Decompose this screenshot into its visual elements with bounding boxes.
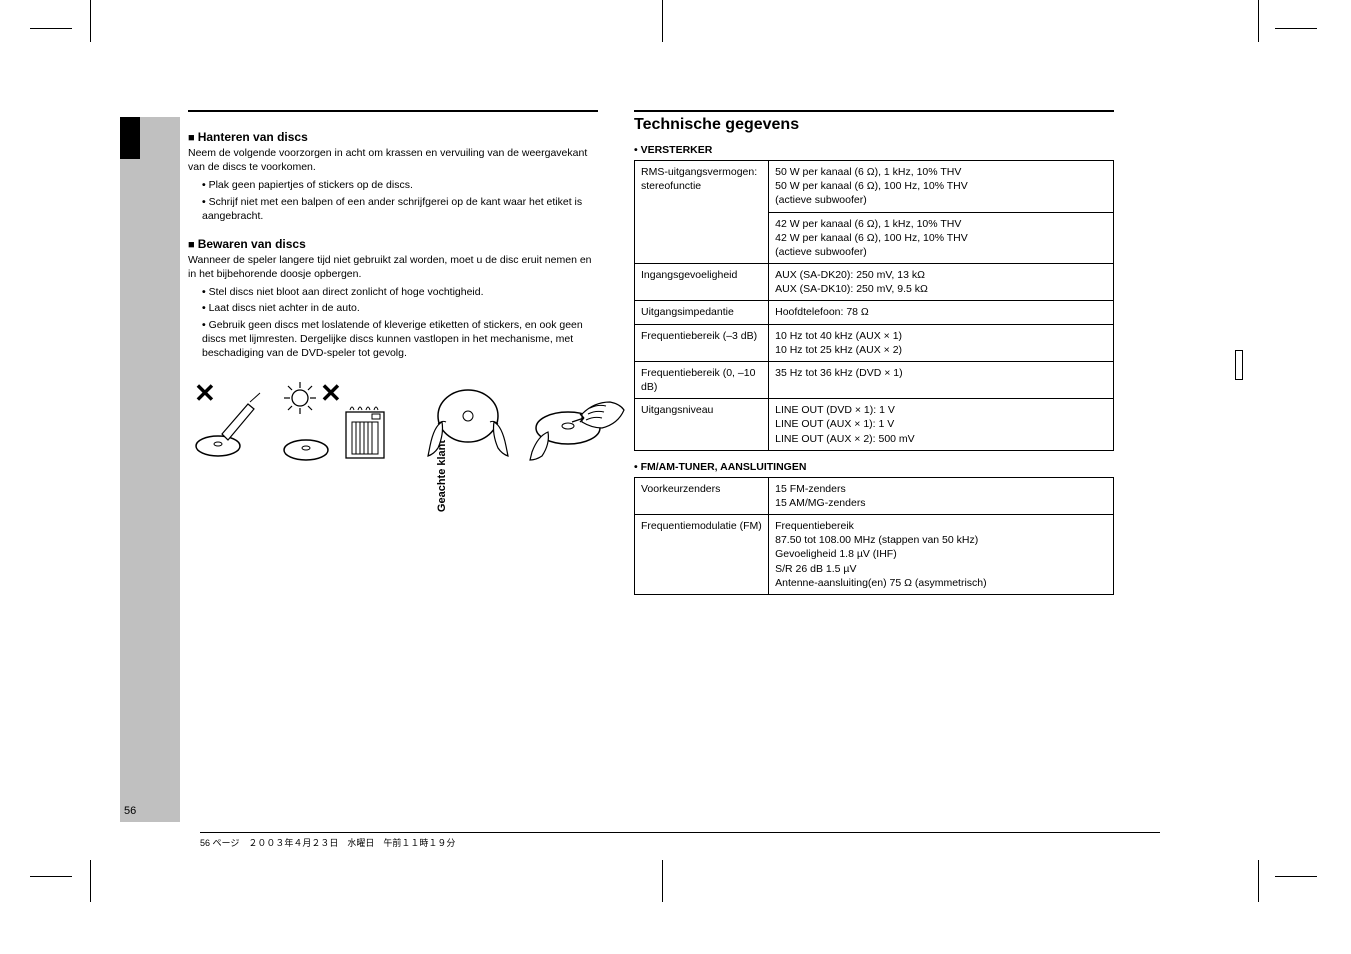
wipe-disc-icon [524, 378, 634, 468]
list-item: Stel discs niet bloot aan direct zonlich… [202, 285, 598, 299]
list-item: Laat discs niet achter in de auto. [202, 301, 598, 315]
storing-discs-list: Stel discs niet bloot aan direct zonlich… [202, 285, 598, 360]
crop-mark [1258, 0, 1259, 42]
hold-disc-edges-icon [420, 378, 516, 468]
table-row: Ingangsgevoeligheid AUX (SA-DK20): 250 m… [635, 264, 1114, 301]
cell: Frequentiemodulatie (FM) [635, 515, 769, 595]
storing-discs-heading: Bewaren van discs [188, 237, 598, 251]
table-row: Frequentiemodulatie (FM) Frequentieberei… [635, 515, 1114, 595]
svg-text:✕: ✕ [194, 378, 216, 408]
crop-mark [1275, 28, 1317, 29]
no-writing-icon: ✕ [188, 378, 264, 468]
disc-handling-figure: ✕ ✕ [188, 378, 598, 468]
list-item: Gebruik geen discs met loslatende of kle… [202, 318, 598, 361]
cell: 10 Hz tot 40 kHz (AUX × 1) 10 Hz tot 25 … [769, 324, 1114, 361]
cell: Hoofdtelefoon: 78 Ω [769, 301, 1114, 324]
handling-discs-list: Plak geen papiertjes of stickers op de d… [202, 178, 598, 223]
cell: Uitgangsniveau [635, 399, 769, 451]
cell: 35 Hz tot 36 kHz (DVD × 1) [769, 361, 1114, 398]
footer-metadata: 56 ページ ２００３年４月２３日 水曜日 午前１１時１９分 [200, 832, 1160, 849]
handling-discs-heading: Hanteren van discs [188, 130, 598, 144]
cell: AUX (SA-DK20): 250 mV, 13 kΩ AUX (SA-DK1… [769, 264, 1114, 301]
cell: Voorkeurzenders [635, 477, 769, 514]
table-row: Frequentiebereik (0, –10 dB) 35 Hz tot 3… [635, 361, 1114, 398]
right-column: Technische gegevens VERSTERKER RMS-uitga… [634, 110, 1114, 595]
handling-discs-text: Neem de volgende voorzorgen in acht om k… [188, 146, 598, 174]
table-row: Uitgangsniveau LINE OUT (DVD × 1): 1 V L… [635, 399, 1114, 451]
storing-discs-text: Wanneer de speler langere tijd niet gebr… [188, 253, 598, 281]
table-row: Frequentiebereik (–3 dB) 10 Hz tot 40 kH… [635, 324, 1114, 361]
page-number: 56 [124, 805, 136, 817]
no-sun-heat-icon: ✕ [272, 378, 392, 468]
table-row: RMS-uitgangs­vermogen: stereofunctie 50 … [635, 161, 1114, 213]
amp-spec-table: RMS-uitgangs­vermogen: stereofunctie 50 … [634, 160, 1114, 451]
table-row: Voorkeurzenders 15 FM-zenders 15 AM/MG-z… [635, 477, 1114, 514]
cell: Uitgangsimpedantie [635, 301, 769, 324]
fm-table-lead: FM/AM-TUNER, AANSLUITINGEN [634, 461, 1114, 473]
cell: Frequentiebereik (0, –10 dB) [635, 361, 769, 398]
cell: 15 FM-zenders 15 AM/MG-zenders [769, 477, 1114, 514]
cell: Frequentiebereik 87.50 tot 108.00 MHz (s… [769, 515, 1114, 595]
cell: RMS-uitgangs­vermogen: stereofunctie [635, 161, 769, 264]
cell: Ingangsgevoeligheid [635, 264, 769, 301]
svg-text:✕: ✕ [320, 378, 342, 408]
fm-spec-table: Voorkeurzenders 15 FM-zenders 15 AM/MG-z… [634, 477, 1114, 595]
left-column: Hanteren van discs Neem de volgende voor… [118, 110, 598, 595]
list-item: Plak geen papiertjes of stickers op de d… [202, 178, 598, 192]
cell: 42 W per kanaal (6 Ω), 1 kHz, 10% THV 42… [769, 212, 1114, 264]
crop-mark [90, 0, 91, 42]
crop-mark [90, 860, 91, 902]
cell: LINE OUT (DVD × 1): 1 V LINE OUT (AUX × … [769, 399, 1114, 451]
list-item: Schrijf niet met een balpen of een ander… [202, 195, 598, 223]
crop-mark [662, 0, 663, 42]
edge-marker [1235, 350, 1243, 380]
crop-mark [30, 876, 72, 877]
cell: Frequentiebereik (–3 dB) [635, 324, 769, 361]
crop-mark [1275, 876, 1317, 877]
crop-mark [30, 28, 72, 29]
specs-heading: Technische gegevens [634, 110, 1114, 134]
page-content: Hanteren van discs Neem de volgende voor… [118, 110, 1158, 595]
cell: 50 W per kanaal (6 Ω), 1 kHz, 10% THV 50… [769, 161, 1114, 213]
crop-mark [662, 860, 663, 902]
amp-table-lead: VERSTERKER [634, 144, 1114, 156]
table-row: Uitgangsimpedantie Hoofdtelefoon: 78 Ω [635, 301, 1114, 324]
crop-mark [1258, 860, 1259, 902]
